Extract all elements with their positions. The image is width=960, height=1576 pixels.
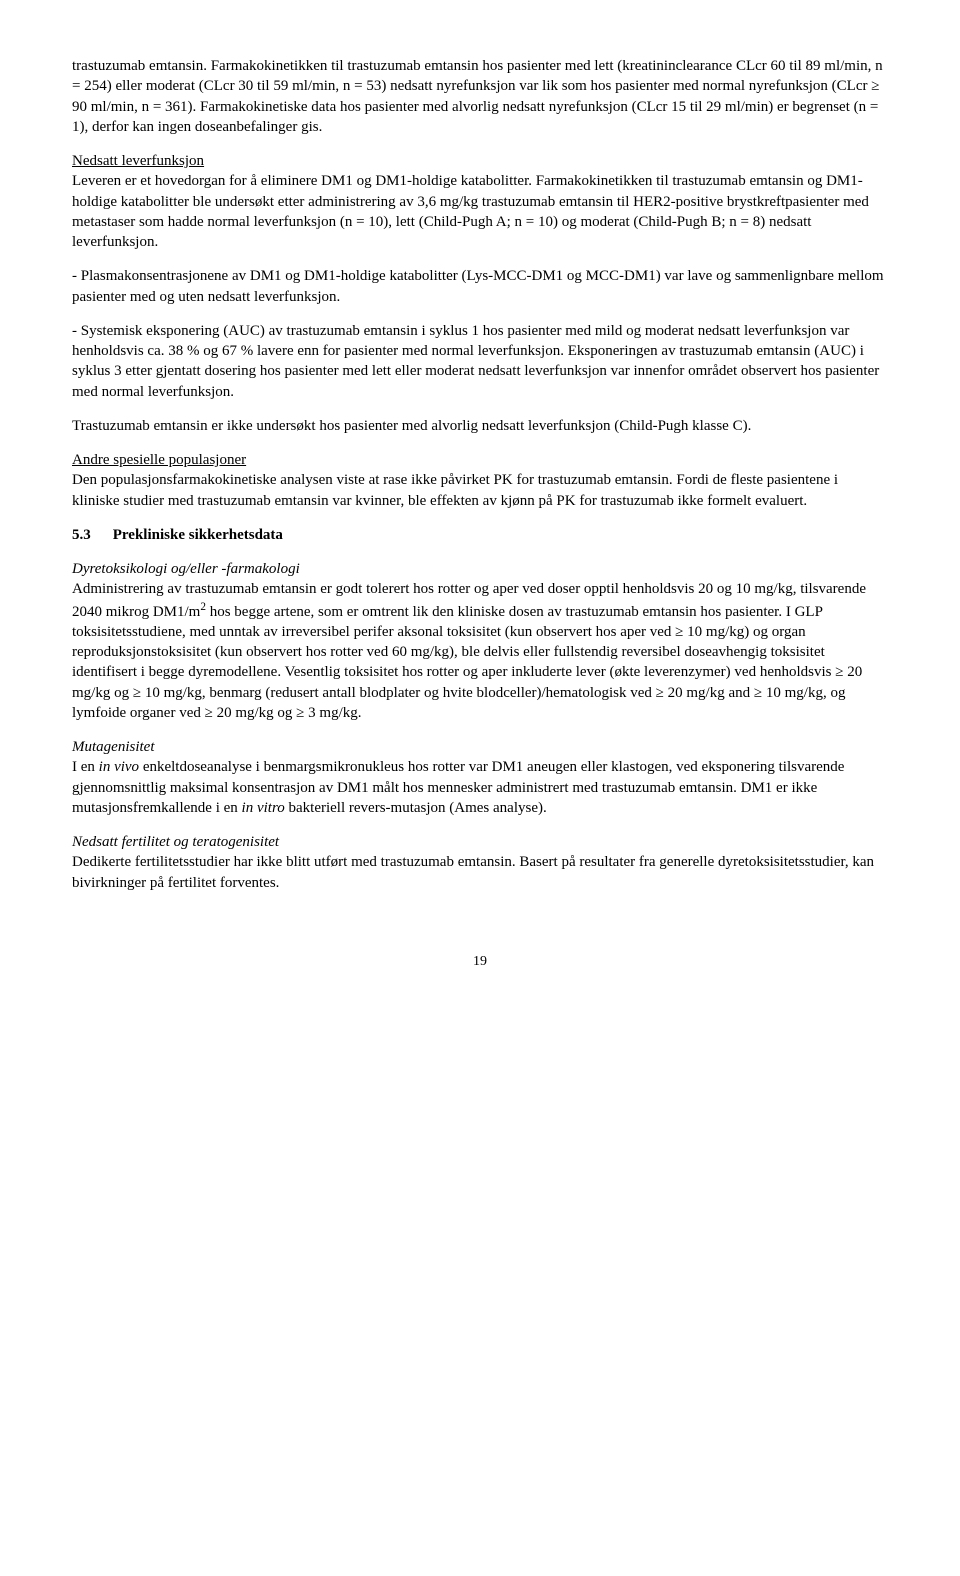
paragraph-other-pop-body: Den populasjonsfarmakokinetiske analysen…	[72, 472, 838, 508]
paragraph-liver-intro: Nedsatt leverfunksjon Leveren er et hove…	[72, 151, 888, 252]
section-number: 5.3	[72, 525, 91, 545]
section-title: Prekliniske sikkerhetsdata	[113, 525, 283, 545]
page-number: 19	[72, 953, 888, 972]
mutagen-e: bakteriell revers-mutasjon (Ames analyse…	[285, 800, 547, 816]
paragraph-fertility-body: Dedikerte fertilitetsstudier har ikke bl…	[72, 854, 874, 890]
paragraph-fertility: Nedsatt fertilitet og teratogenisitet De…	[72, 832, 888, 893]
heading-mutagen: Mutagenisitet	[72, 739, 155, 755]
mutagen-invitro: in vitro	[242, 800, 285, 816]
paragraph-renal: trastuzumab emtansin. Farmakokinetikken …	[72, 56, 888, 137]
mutagen-a: I en	[72, 759, 99, 775]
heading-liver: Nedsatt leverfunksjon	[72, 153, 204, 169]
paragraph-other-pop: Andre spesielle populasjoner Den populas…	[72, 450, 888, 511]
mutagen-invivo: in vivo	[99, 759, 139, 775]
paragraph-plasma: - Plasmakonsentrasjonene av DM1 og DM1-h…	[72, 266, 888, 307]
paragraph-liver-body: Leveren er et hovedorgan for å eliminere…	[72, 173, 869, 250]
paragraph-auc: - Systemisk eksponering (AUC) av trastuz…	[72, 321, 888, 402]
paragraph-tox-b: hos begge artene, som er omtrent lik den…	[72, 604, 862, 721]
paragraph-tox: Dyretoksikologi og/eller -farmakologi Ad…	[72, 559, 888, 723]
heading-tox: Dyretoksikologi og/eller -farmakologi	[72, 561, 300, 577]
heading-other-pop: Andre spesielle populasjoner	[72, 452, 246, 468]
paragraph-childpugh-c: Trastuzumab emtansin er ikke undersøkt h…	[72, 416, 888, 436]
heading-fertility: Nedsatt fertilitet og teratogenisitet	[72, 834, 279, 850]
section-heading-row: 5.3 Prekliniske sikkerhetsdata	[72, 525, 888, 545]
paragraph-mutagen: Mutagenisitet I en in vivo enkeltdoseana…	[72, 737, 888, 818]
